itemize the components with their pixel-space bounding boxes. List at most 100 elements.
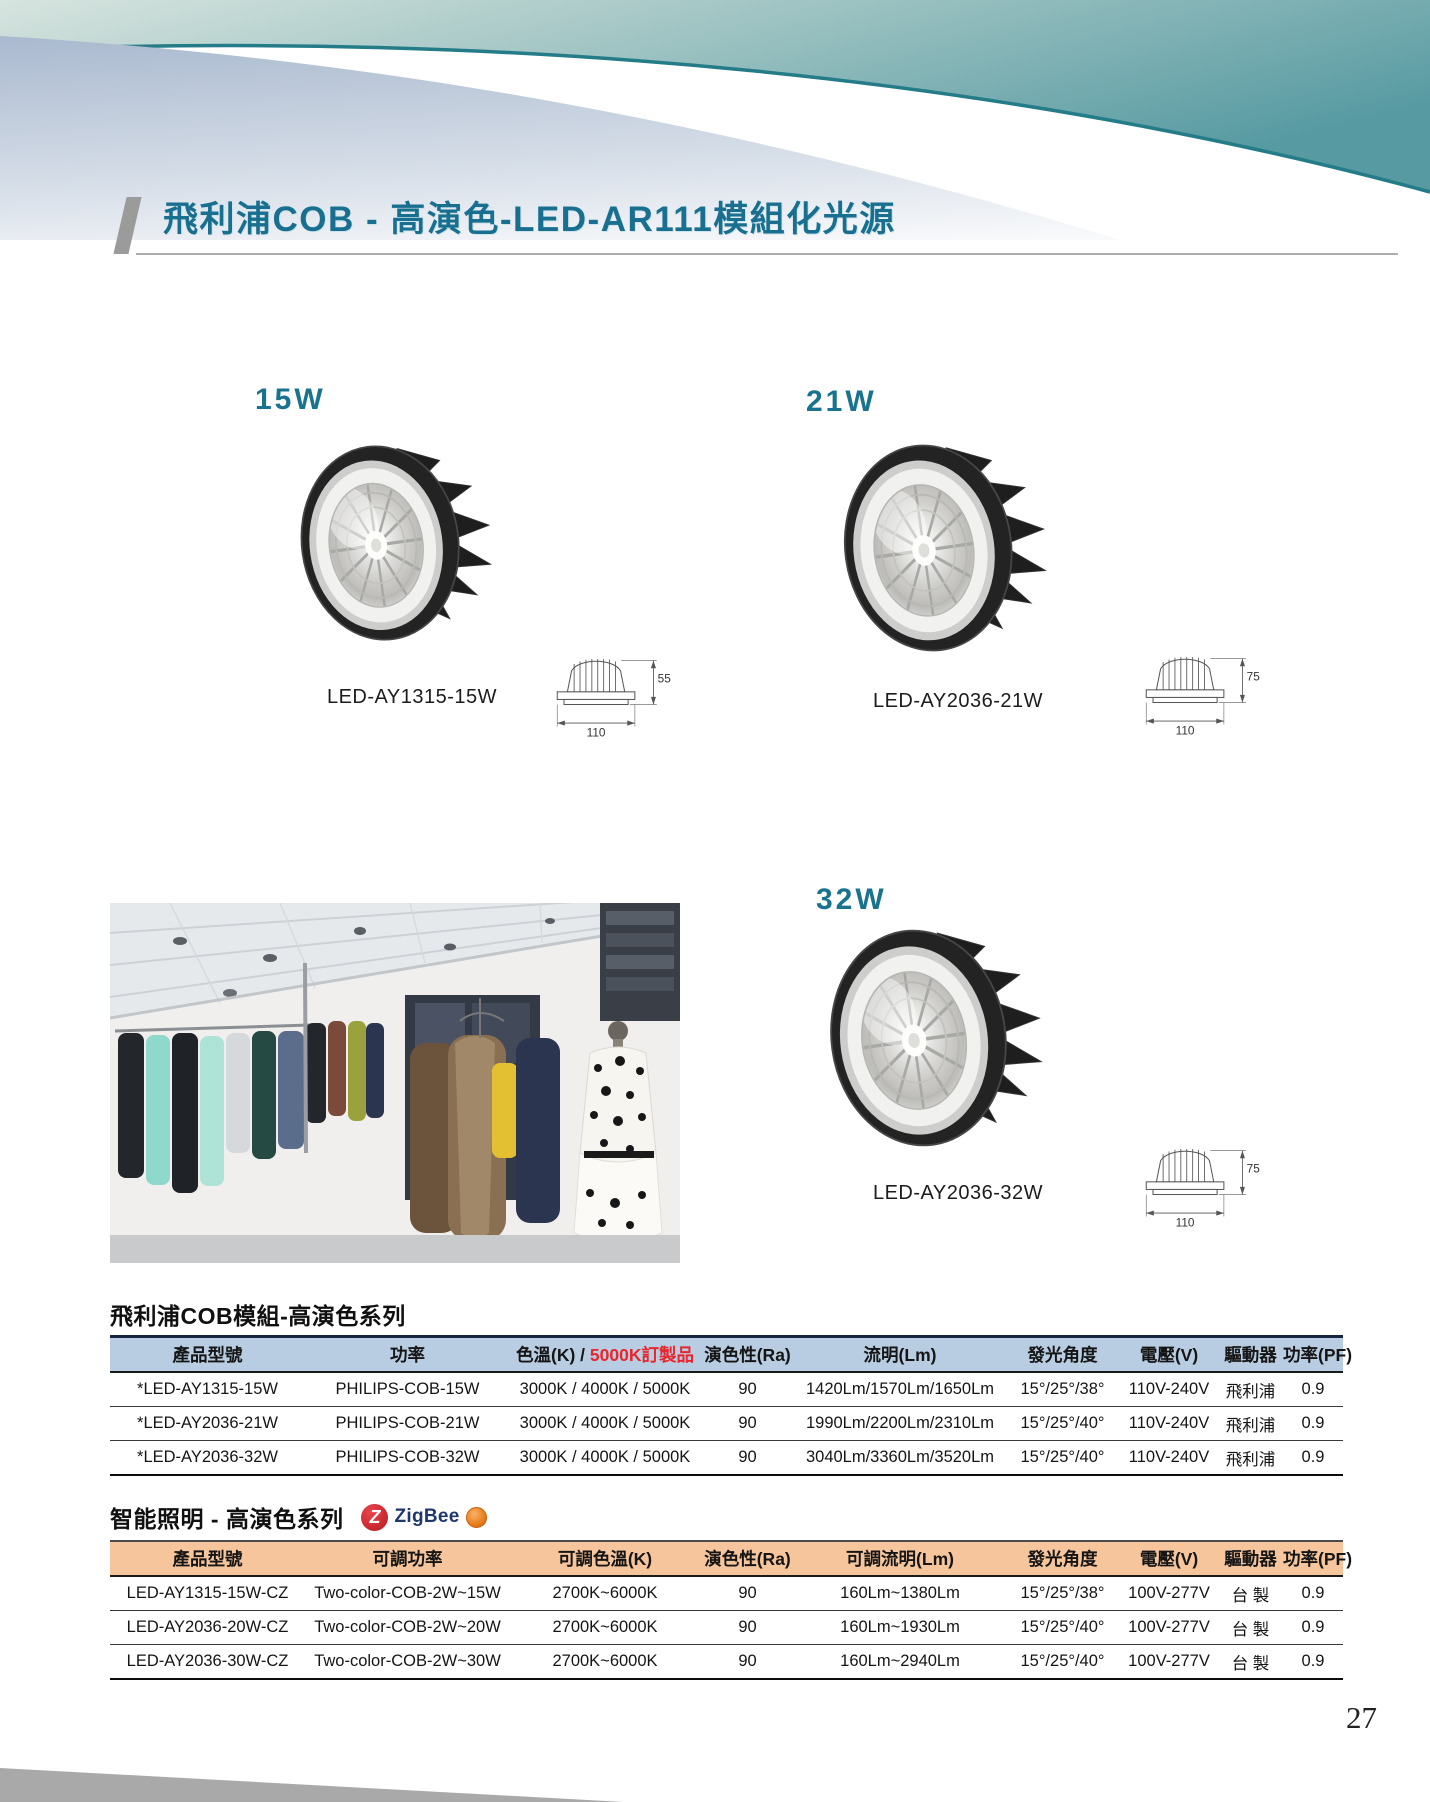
cell-cct: 3000K / 4000K / 5000K — [510, 1372, 700, 1407]
table-row: *LED-AY1315-15W PHILIPS-COB-15W 3000K / … — [110, 1372, 1343, 1407]
cell-lumen: 3040Lm/3360Lm/3520Lm — [795, 1440, 1005, 1476]
col-driver: 驅動器 — [1218, 1540, 1283, 1577]
col-voltage: 電壓(V) — [1120, 1540, 1218, 1577]
col-voltage: 電壓(V) — [1120, 1335, 1218, 1373]
cell-pf: 0.9 — [1283, 1644, 1343, 1680]
smart-series-title: 智能照明 - 高演色系列 — [110, 1506, 344, 1532]
col-color-temp: 色溫(K) / 5000K訂製品 — [510, 1335, 700, 1373]
cell-cri: 90 — [700, 1372, 795, 1407]
cell-driver: 飛利浦 — [1218, 1440, 1283, 1476]
cell-pf: 0.9 — [1283, 1440, 1343, 1476]
col-power-factor: 功率(PF) — [1283, 1540, 1352, 1577]
col-beam-angle: 發光角度 — [1005, 1335, 1120, 1373]
cell-power: PHILIPS-COB-32W — [305, 1440, 510, 1476]
store-ceiling — [110, 903, 680, 1020]
cell-cct: 3000K / 4000K / 5000K — [510, 1406, 700, 1441]
store-mannequin — [573, 1021, 663, 1243]
col-product-model: 產品型號 — [110, 1540, 305, 1577]
col-adjustable-cct: 可調色溫(K) — [510, 1540, 700, 1577]
cell-driver: 飛利浦 — [1218, 1372, 1283, 1407]
cell-cri: 90 — [700, 1610, 795, 1645]
header-blue-band — [0, 36, 1120, 240]
product-model-15w: LED-AY1315-15W — [326, 686, 498, 708]
zigbee-logo: Z ZigBee — [361, 1503, 487, 1531]
cell-model: *LED-AY2036-32W — [110, 1440, 305, 1476]
table-row: *LED-AY2036-21W PHILIPS-COB-21W 3000K / … — [110, 1406, 1343, 1441]
cell-power: PHILIPS-COB-21W — [305, 1406, 510, 1441]
cell-power: Two-color-COB-2W~20W — [305, 1610, 510, 1645]
table-header-row: 產品型號 功率 色溫(K) / 5000K訂製品 演色性(Ra) 流明(Lm) … — [110, 1335, 1352, 1373]
col-cri: 演色性(Ra) — [700, 1335, 795, 1373]
store-clothing-racks — [114, 962, 384, 1193]
table-row: *LED-AY2036-32W PHILIPS-COB-32W 3000K / … — [110, 1440, 1343, 1476]
cell-driver: 台 製 — [1218, 1644, 1283, 1680]
col-adjustable-lumen: 可調流明(Lm) — [795, 1540, 1005, 1577]
dimension-drawing-15w: 110 55 — [537, 652, 672, 740]
cell-model: *LED-AY1315-15W — [110, 1372, 305, 1407]
store-fur-coats — [410, 998, 560, 1240]
zigbee-wordmark: ZigBee — [394, 1506, 460, 1527]
cell-angle: 15°/25°/38° — [1005, 1372, 1120, 1407]
cell-model: LED-AY2036-30W-CZ — [110, 1644, 305, 1680]
table-row: LED-AY2036-30W-CZ Two-color-COB-2W~30W 2… — [110, 1644, 1343, 1680]
cell-voltage: 110V-240V — [1120, 1372, 1218, 1407]
product-photo-15w — [295, 430, 495, 656]
store-photo — [110, 903, 680, 1263]
cell-lumen: 1420Lm/1570Lm/1650Lm — [795, 1372, 1005, 1407]
table-header-row: 產品型號 可調功率 可調色溫(K) 演色性(Ra) 可調流明(Lm) 發光角度 … — [110, 1540, 1352, 1577]
header-decoration — [0, 0, 1430, 240]
col-cri: 演色性(Ra) — [700, 1540, 795, 1577]
table-row: LED-AY1315-15W-CZ Two-color-COB-2W~15W 2… — [110, 1576, 1343, 1611]
cell-pf: 0.9 — [1283, 1372, 1343, 1407]
cell-power: Two-color-COB-2W~15W — [305, 1576, 510, 1611]
dim-width-label-15w: 110 — [587, 726, 606, 740]
cell-angle: 15°/25°/40° — [1005, 1440, 1120, 1476]
product-model-21w: LED-AY2036-21W — [872, 690, 1044, 712]
col-product-model: 產品型號 — [110, 1335, 305, 1373]
cell-model: LED-AY1315-15W-CZ — [110, 1576, 305, 1611]
cell-voltage: 100V-277V — [1120, 1576, 1218, 1611]
cell-driver: 台 製 — [1218, 1576, 1283, 1611]
cell-lumen: 160Lm~1380Lm — [795, 1576, 1005, 1611]
cell-power: PHILIPS-COB-15W — [305, 1372, 510, 1407]
product-photo-21w — [838, 428, 1050, 668]
dim-height-label-15w: 55 — [658, 672, 672, 686]
cell-angle: 15°/25°/40° — [1005, 1610, 1120, 1645]
cell-angle: 15°/25°/38° — [1005, 1576, 1120, 1611]
bottom-wedge-decoration — [0, 1768, 624, 1802]
store-floor — [110, 1235, 680, 1263]
dim-width-label-21w: 110 — [1176, 724, 1195, 738]
cell-cri: 90 — [700, 1576, 795, 1611]
cell-voltage: 100V-277V — [1120, 1610, 1218, 1645]
table-row: LED-AY2036-20W-CZ Two-color-COB-2W~20W 2… — [110, 1610, 1343, 1645]
cell-driver: 台 製 — [1218, 1610, 1283, 1645]
cell-power: Two-color-COB-2W~30W — [305, 1644, 510, 1680]
cell-cct: 3000K / 4000K / 5000K — [510, 1440, 700, 1476]
cob-series-table: 產品型號 功率 色溫(K) / 5000K訂製品 演色性(Ra) 流明(Lm) … — [110, 1335, 1352, 1476]
cell-lumen: 160Lm~1930Lm — [795, 1610, 1005, 1645]
dim-height-label-21w: 75 — [1247, 670, 1261, 684]
dimension-drawing-32w: 110 75 — [1126, 1142, 1260, 1230]
header-teal-edge-line — [0, 43, 1430, 194]
zigbee-cert-icon — [465, 1506, 487, 1528]
title-underline — [136, 253, 1398, 255]
smart-series-table: 產品型號 可調功率 可調色溫(K) 演色性(Ra) 可調流明(Lm) 發光角度 … — [110, 1540, 1352, 1680]
col-adjustable-power: 可調功率 — [305, 1540, 510, 1577]
cell-cct: 2700K~6000K — [510, 1610, 700, 1645]
cell-cri: 90 — [700, 1644, 795, 1680]
cob-series-title: 飛利浦COB模組-高演色系列 — [110, 1303, 406, 1329]
cell-cri: 90 — [700, 1406, 795, 1441]
cell-driver: 飛利浦 — [1218, 1406, 1283, 1441]
cell-lumen: 1990Lm/2200Lm/2310Lm — [795, 1406, 1005, 1441]
col-driver: 驅動器 — [1218, 1335, 1283, 1373]
cell-cct: 2700K~6000K — [510, 1644, 700, 1680]
product-model-32w: LED-AY2036-32W — [872, 1182, 1044, 1204]
col-beam-angle: 發光角度 — [1005, 1540, 1120, 1577]
col-color-temp-custom: 5000K訂製品 — [589, 1345, 694, 1365]
page-number: 27 — [1346, 1700, 1377, 1735]
cell-lumen: 160Lm~2940Lm — [795, 1644, 1005, 1680]
cell-pf: 0.9 — [1283, 1610, 1343, 1645]
cell-cct: 2700K~6000K — [510, 1576, 700, 1611]
dimension-drawing-21w: 110 75 — [1126, 650, 1261, 738]
